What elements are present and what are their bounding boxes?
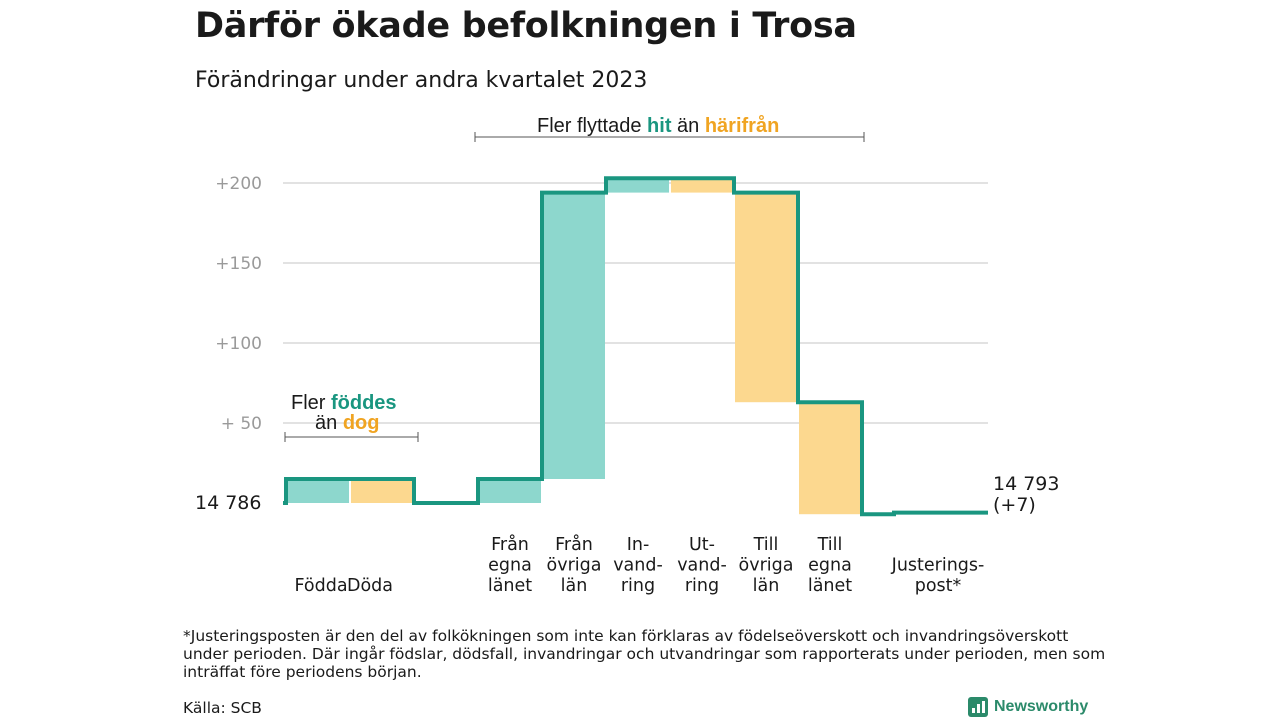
births-annotation-dog: dog — [343, 412, 380, 434]
births-annotation-foddes: föddes — [331, 392, 397, 414]
chart-subtitle: Förändringar under andra kvartalet 2023 — [195, 68, 648, 93]
category-label-fran_ovriga_lan: Från — [555, 534, 593, 555]
bar-till_egna_lanet — [799, 402, 861, 515]
category-label-doda: Döda — [347, 576, 393, 596]
births-annotation-line2: än dog — [315, 412, 379, 434]
category-label-fran_ovriga_lan: övriga — [547, 556, 602, 576]
category-label-till_ovriga_lan: Till — [753, 535, 779, 555]
migration-annotation-harifran: härifrån — [705, 114, 779, 137]
category-label-fran_egna_lanet: länet — [488, 576, 532, 596]
births-annotation-prefix1: Fler — [291, 392, 331, 414]
migration-annotation-middle: än — [671, 115, 704, 137]
births-annotation-line1: Fler föddes — [291, 392, 397, 414]
migration-bracket — [474, 132, 865, 142]
bar-doda — [351, 479, 413, 503]
category-label-till_egna_lanet: Till — [817, 535, 843, 555]
category-label-fran_egna_lanet: egna — [488, 556, 532, 576]
births-bracket — [284, 432, 419, 442]
bar-fodda — [287, 479, 349, 503]
waterfall-chart: + 50+100+150+200 Födda DödaFrånegnalänetF… — [195, 114, 1059, 596]
brand-name: Newsworthy — [994, 698, 1089, 715]
category-label-till_ovriga_lan: län — [753, 576, 780, 596]
bars — [287, 178, 861, 515]
y-tick-label: +200 — [215, 174, 262, 194]
category-label-invandring: ring — [621, 576, 655, 596]
newsworthy-logo-icon — [968, 697, 988, 717]
category-label-till_ovriga_lan: övriga — [739, 556, 794, 576]
category-label-utvandring: vand- — [677, 556, 727, 576]
source-label: Källa: SCB — [183, 699, 262, 717]
cumulative-step-line — [283, 176, 988, 517]
category-label-justeringspost: post* — [915, 576, 962, 596]
y-tick-label: +150 — [215, 254, 262, 274]
category-label-invandring: In- — [627, 535, 650, 555]
category-label-fran_ovriga_lan: län — [561, 576, 588, 596]
category-label-fodda: Födda — [294, 576, 347, 596]
category-label-till_egna_lanet: egna — [808, 556, 852, 576]
category-label-fran_egna_lanet: Från — [491, 534, 529, 555]
category-label-utvandring: ring — [685, 576, 719, 596]
migration-annotation-prefix: Fler flyttade — [537, 115, 647, 137]
category-label-utvandring: Ut- — [689, 535, 715, 555]
bar-utvandring — [671, 178, 733, 193]
category-label-till_egna_lanet: länet — [808, 576, 852, 596]
start-value-label: 14 786 — [195, 492, 261, 514]
migration-annotation: Fler flyttade hit än härifrån — [537, 114, 779, 137]
births-annotation-prefix2: än — [315, 412, 343, 434]
end-value-label: 14 793 — [993, 473, 1059, 495]
y-tick-label: +100 — [215, 334, 262, 354]
gridlines: + 50 +100 +150 +200 — [215, 174, 988, 434]
bar-fran_ovriga_lan — [543, 192, 605, 479]
bar-till_ovriga_lan — [735, 192, 797, 403]
end-change-label: (+7) — [993, 494, 1036, 516]
y-tick-label: + 50 — [221, 414, 262, 434]
chart-title: Därför ökade befolkningen i Trosa — [195, 6, 857, 46]
bar-fran_egna_lanet — [479, 479, 541, 503]
category-label-invandring: vand- — [613, 556, 663, 576]
migration-annotation-hit: hit — [647, 115, 672, 137]
category-label-justeringspost: Justerings- — [891, 556, 985, 576]
footnote: *Justeringsposten är den del av folkökni… — [183, 627, 1106, 681]
newsworthy-logo: Newsworthy — [968, 697, 1088, 717]
bar-invandring — [607, 178, 669, 193]
category-labels: Födda DödaFrånegnalänetFrånövrigalänIn-va… — [294, 534, 984, 596]
